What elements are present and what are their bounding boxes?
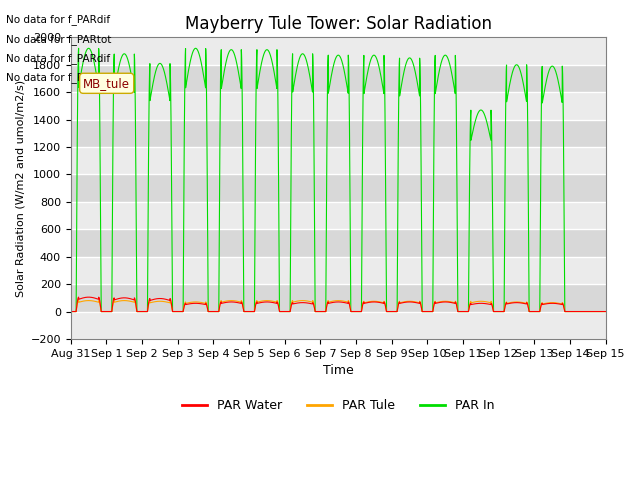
PAR Tule (602, 309, 609, 314)
Text: No data for f_PARtot: No data for f_PARtot (6, 34, 112, 45)
PAR Tule (176, 309, 184, 314)
Y-axis label: Solar Radiation (W/m2 and umol/m2/s): Solar Radiation (W/m2 and umol/m2/s) (15, 80, 25, 297)
PAR Tule (600, 309, 607, 314)
PAR Water (412, 300, 420, 305)
PAR In (600, 309, 607, 314)
Line: PAR In: PAR In (71, 48, 605, 312)
PAR Tule (75, 298, 83, 303)
Legend: PAR Water, PAR Tule, PAR In: PAR Water, PAR Tule, PAR In (177, 394, 500, 417)
PAR In (268, 55, 275, 60)
Text: MB_tule: MB_tule (83, 77, 130, 90)
Bar (71, 312, 605, 339)
PAR Tule (488, 300, 496, 306)
Bar (71, 202, 605, 229)
PAR Tule (412, 299, 420, 305)
Line: PAR Water: PAR Water (71, 297, 605, 312)
PAR In (67, 309, 75, 314)
Bar (71, 147, 605, 174)
Text: No data for f_PARtot: No data for f_PARtot (6, 72, 112, 83)
Title: Mayberry Tule Tower: Solar Radiation: Mayberry Tule Tower: Solar Radiation (185, 15, 492, 33)
PAR Water (268, 300, 275, 305)
PAR Water (181, 300, 189, 306)
PAR In (488, 145, 496, 151)
PAR Water (600, 309, 607, 314)
PAR Water (602, 309, 609, 314)
PAR Tule (67, 309, 75, 314)
PAR Tule (181, 300, 189, 305)
Line: PAR Tule: PAR Tule (71, 300, 605, 312)
PAR Tule (268, 298, 275, 304)
PAR In (75, 46, 83, 51)
Text: No data for f_PARdif: No data for f_PARdif (6, 14, 111, 25)
Bar (71, 92, 605, 120)
PAR In (181, 52, 189, 58)
X-axis label: Time: Time (323, 364, 354, 377)
Bar (71, 257, 605, 284)
PAR In (412, 72, 420, 78)
PAR Water (176, 309, 184, 314)
Bar (71, 37, 605, 65)
PAR Water (67, 309, 75, 314)
Text: No data for f_PARdif: No data for f_PARdif (6, 53, 111, 64)
PAR In (176, 309, 184, 314)
PAR Water (488, 302, 496, 308)
PAR Water (75, 294, 83, 300)
PAR In (602, 309, 609, 314)
